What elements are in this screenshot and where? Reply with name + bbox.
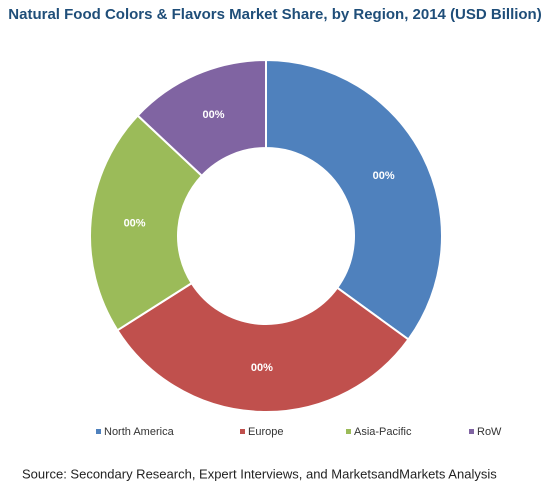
slice-label: 00% bbox=[124, 217, 146, 229]
legend-marker bbox=[240, 429, 245, 434]
legend-label: North America bbox=[104, 426, 175, 438]
donut-slice bbox=[89, 114, 204, 332]
source-note: Source: Secondary Research, Expert Inter… bbox=[22, 466, 497, 481]
legend-marker bbox=[469, 429, 474, 434]
legend-label: Asia-Pacific bbox=[354, 426, 412, 438]
legend-label: RoW bbox=[477, 426, 502, 438]
legend-label: Europe bbox=[248, 426, 283, 438]
donut-slice bbox=[116, 281, 410, 413]
donut-slice bbox=[265, 58, 443, 341]
legend-marker bbox=[346, 429, 351, 434]
legend-marker bbox=[96, 429, 101, 434]
donut-slice bbox=[136, 58, 267, 178]
slice-label: 00% bbox=[373, 170, 395, 182]
chart-title: Natural Food Colors & Flavors Market Sha… bbox=[8, 6, 541, 23]
slice-label: 00% bbox=[203, 109, 225, 121]
slice-label: 00% bbox=[251, 362, 273, 374]
